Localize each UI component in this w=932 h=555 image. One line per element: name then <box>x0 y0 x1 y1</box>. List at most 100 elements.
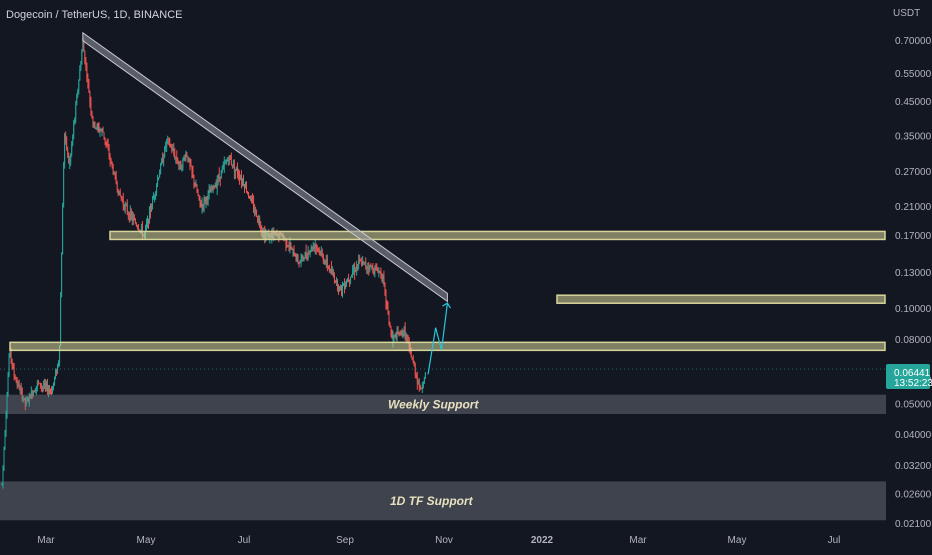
candle-body <box>44 383 46 387</box>
candle-body <box>105 141 107 144</box>
candle-body <box>17 382 19 385</box>
y-axis-tick-label: 0.55000 <box>895 69 932 80</box>
candle-body <box>21 389 23 400</box>
candle-body <box>242 180 243 182</box>
candle-body <box>372 266 374 271</box>
candle-body <box>397 331 399 335</box>
candle-body <box>306 256 308 259</box>
candle-body <box>33 391 35 393</box>
x-axis-tick-label: Nov <box>435 535 453 546</box>
candle-body <box>77 90 79 96</box>
x-axis-tick-label: May <box>728 535 747 546</box>
candle-body <box>410 350 412 358</box>
candle-body <box>329 269 331 272</box>
candle-body <box>375 267 377 269</box>
candle-body <box>35 385 37 391</box>
chart-title: Dogecoin / TetherUS, 1D, BINANCE <box>6 9 182 21</box>
candle-body <box>168 138 170 140</box>
candle-body <box>404 327 406 339</box>
candle-body <box>61 254 63 298</box>
candle-body <box>424 372 426 379</box>
candle-body <box>421 386 423 389</box>
candle-body <box>300 258 302 262</box>
candle-body <box>138 229 140 231</box>
candle-body <box>2 465 4 484</box>
candle-body <box>383 276 385 284</box>
y-axis-tick-label: 0.13000 <box>895 268 932 279</box>
candle-body <box>124 204 126 210</box>
candle-body <box>379 270 381 272</box>
candle-body <box>88 81 90 93</box>
candle-body <box>316 246 318 249</box>
last-price-tag: 0.06441 13:52:23 <box>886 364 932 389</box>
candle-body <box>318 249 320 251</box>
candle-body <box>90 101 92 112</box>
candle-body <box>315 244 317 247</box>
candle-body <box>113 172 115 174</box>
candle-body <box>104 137 106 142</box>
candle-body <box>320 252 322 255</box>
candle-body <box>245 185 246 189</box>
candle-body <box>229 155 231 160</box>
candle-body <box>157 179 159 185</box>
candle-body <box>15 379 17 381</box>
candle-body <box>352 271 354 275</box>
candle-body <box>117 189 119 195</box>
candle-body <box>377 270 379 273</box>
candle-body <box>7 375 9 396</box>
candle-body <box>185 153 187 160</box>
candle-body <box>233 163 235 172</box>
candle-body <box>100 130 102 132</box>
candle-body <box>258 218 260 222</box>
candle-body <box>403 327 405 333</box>
candle-body <box>371 266 373 268</box>
candle-body <box>369 265 371 270</box>
candle-body <box>216 181 218 187</box>
candle-body <box>171 146 173 151</box>
candle-body <box>290 244 292 250</box>
candle-body <box>230 159 232 165</box>
candle-body <box>360 260 362 262</box>
candle-body <box>139 229 141 231</box>
candle-body <box>246 185 247 192</box>
candle-body <box>52 387 53 394</box>
candle-body <box>374 267 376 274</box>
candle-body <box>406 335 408 341</box>
candle-body <box>289 244 291 248</box>
candle-body <box>220 170 222 179</box>
candle-body <box>402 332 404 337</box>
candle-body <box>354 269 356 272</box>
candle-body <box>337 279 338 288</box>
candle-body <box>148 219 149 224</box>
candle-body <box>132 217 134 221</box>
candle-body <box>201 204 203 208</box>
projection-path <box>427 303 449 375</box>
candle-body <box>22 398 24 400</box>
y-axis-tick-label: 0.05000 <box>895 400 932 411</box>
candle-body <box>154 195 156 197</box>
candle-body <box>70 153 72 163</box>
candle-body <box>51 390 52 394</box>
candle-body <box>412 360 414 362</box>
candle-body <box>72 135 74 144</box>
candle-body <box>196 185 198 193</box>
candle-body <box>13 367 15 377</box>
candle-body <box>394 335 396 337</box>
candle-body <box>91 111 93 118</box>
candle-body <box>48 390 49 392</box>
candle-body <box>194 183 196 186</box>
x-axis-tick-label: Jul <box>828 535 841 546</box>
candle-body <box>222 165 224 169</box>
candle-body <box>130 211 132 216</box>
candle-body <box>339 286 340 290</box>
candle-body <box>78 80 80 91</box>
candle-body <box>161 159 163 165</box>
descending-trendline <box>82 31 448 303</box>
candle-body <box>224 162 226 164</box>
candle-body <box>165 146 167 148</box>
candle-body <box>327 267 329 269</box>
candle-body <box>244 184 245 189</box>
candle-body <box>304 252 306 259</box>
